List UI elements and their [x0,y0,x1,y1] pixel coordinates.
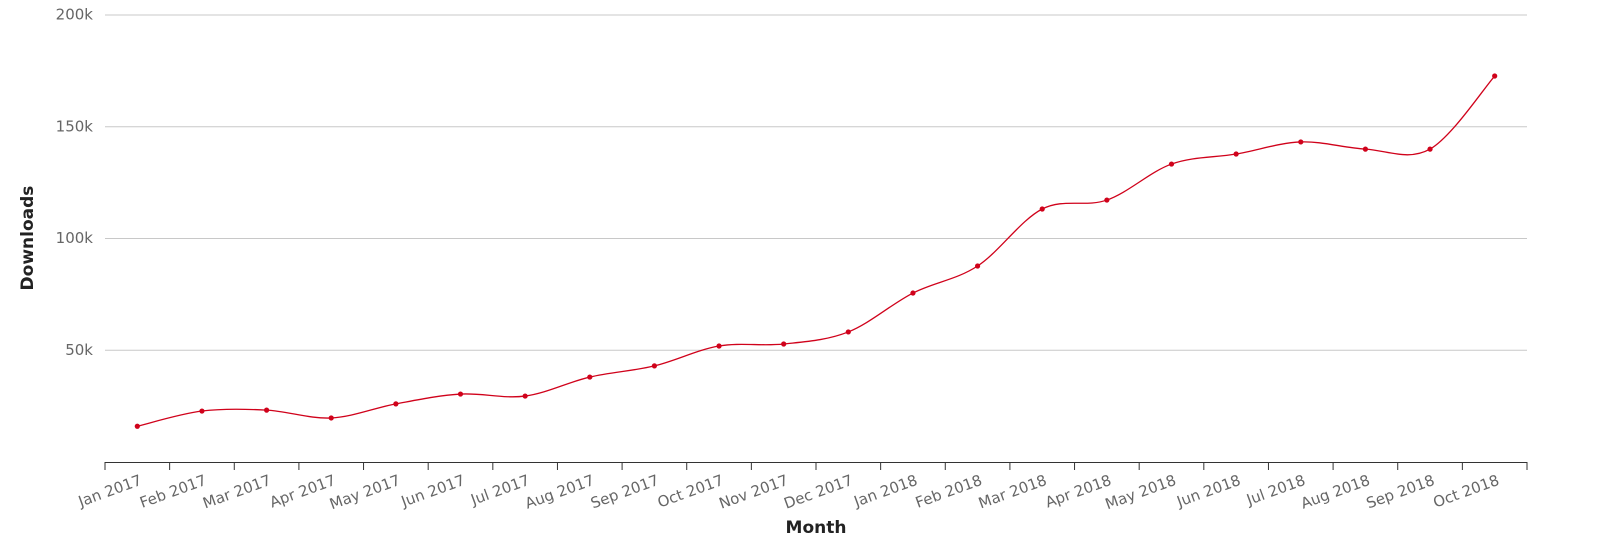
point [199,408,205,414]
x-tick-label: Mar 2017 [200,471,273,512]
point [328,415,334,421]
x-tick-label: Jul 2017 [468,471,532,509]
point [1104,197,1110,203]
y-axis-title: Downloads [18,186,38,291]
point [1492,73,1498,79]
x-tick-label: Jul 2018 [1243,471,1307,509]
x-tick-label: Aug 2017 [523,471,597,513]
x-tick-label: Dec 2017 [781,471,855,513]
x-tick-label: Oct 2017 [655,471,726,511]
y-tick-label: 100k [56,229,94,247]
line [137,75,1496,427]
x-tick-label: Apr 2018 [1043,471,1114,511]
point [845,329,851,335]
point [522,393,528,399]
point [263,407,270,413]
x-tick-label: Oct 2018 [1431,471,1502,511]
point [651,363,658,369]
x-tick-label: May 2017 [327,471,403,513]
x-tick-label: Feb 2017 [137,471,208,512]
point [457,391,464,397]
x-tick-label: Sep 2018 [1364,471,1437,512]
y-tick-label: 50k [65,341,93,359]
point [393,401,399,407]
x-tick-label: Sep 2017 [588,471,661,512]
point [134,423,140,429]
point [1362,146,1369,152]
x-tick-label: Jun 2017 [398,471,467,511]
point [1168,161,1175,167]
point [1233,151,1239,157]
point [1039,206,1045,212]
x-tick-label: May 2018 [1103,471,1179,513]
point [781,341,787,347]
point [716,343,722,349]
x-tick-label: Jan 2018 [851,471,920,511]
point [974,263,981,269]
x-tick-label: Jan 2017 [75,471,144,511]
x-tick-label: Jun 2018 [1174,471,1243,511]
point [910,290,916,296]
x-tick-label: Aug 2018 [1298,471,1372,513]
point [587,374,593,380]
x-tick-label: Mar 2018 [976,471,1049,512]
x-tick-label: Nov 2017 [717,471,791,513]
point [1298,139,1304,145]
point [1427,146,1433,152]
y-tick-label: 200k [56,6,94,24]
x-tick-label: Feb 2018 [913,471,984,512]
x-axis-title: Month [786,518,847,538]
y-tick-label: 150k [56,117,94,135]
x-tick-label: Apr 2017 [267,471,338,511]
